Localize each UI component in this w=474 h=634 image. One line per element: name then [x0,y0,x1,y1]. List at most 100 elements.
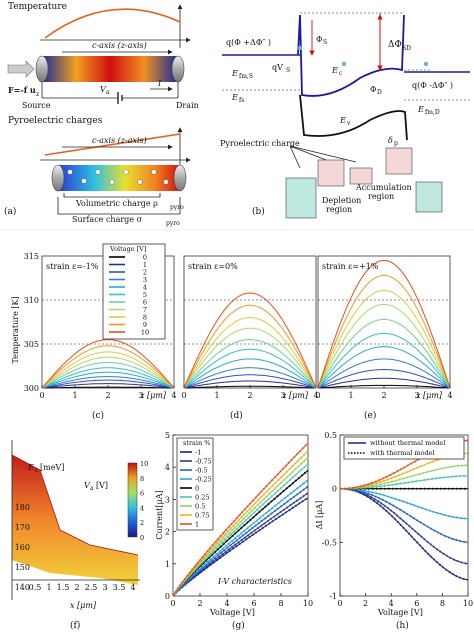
force-label: F=-f u [8,85,36,95]
y-tick-label: 1 [165,560,170,569]
force-arrow [7,60,35,78]
f-ztick: 140 [15,583,30,592]
x-tick-label: 4 [389,599,394,608]
band-ec [297,14,405,97]
temperature-title: Temperature [8,2,67,12]
band-ev [299,94,408,141]
colorbar-tick: 10 [140,460,148,468]
panel-label-a: (a) [4,206,16,217]
g-legend-item: 0.75 [195,511,209,519]
f-ztick: 150 [15,563,30,572]
drain-label: Drain [176,101,199,110]
x-tick-label: 1 [72,391,77,400]
qvs-sub: S [286,67,290,74]
temp-series-4 [183,358,317,389]
depletion-label-2: region [326,205,352,214]
charge-block-2 [349,167,373,185]
g-legend-item: 0.5 [195,502,205,510]
temperature-chart-2: strain ε=+1% 0 1 2 3 4 z [μm] [315,255,453,400]
series-line--0.5 [172,486,309,597]
pyro-rod-end-right [173,164,187,192]
temp-series-6 [41,361,175,389]
legend-item: 1 [143,261,147,269]
accum-label-2: region [368,192,394,201]
y-tick-label: 0 [332,485,337,494]
colorbar-label: V [84,481,91,490]
x-tick-label: 4 [447,391,452,400]
temp-series-6 [183,339,317,389]
energy-surface [12,455,138,585]
g-legend-item: -0.5 [195,466,208,474]
temp-series-3 [183,367,317,389]
temp-series-4 [41,371,175,389]
f-xtick: 0.5 [29,583,42,592]
va-label: V [100,85,107,94]
x-tick-label: 1 [348,391,353,400]
strain-label: strain ε=+1% [322,262,379,271]
z-axis-label: z [μm] [415,391,443,400]
temp-series-7 [183,327,317,389]
rod-end-left [35,55,49,83]
legend-item: 4 [143,283,147,291]
pyro-rod [58,165,180,191]
x-tick-label: 1 [214,391,219,400]
panel-f: 140 150 160 170 180 0.5 1 1.5 2 2.5 3 3.5 4 E c [me… [11,440,148,631]
chart-frame [317,255,451,389]
x-tick-label: 4 [313,391,318,400]
series-dots--0.25 [172,479,309,597]
f-xtick: 4 [130,583,135,592]
colorbar-tick: 2 [140,519,144,527]
f-xtick: 2 [74,583,79,592]
panels-cde: Temperature [K] strain ε=-1%0 1 2 3 43003053… [11,243,453,421]
qvs: qV [272,63,283,72]
legend-item: 8 [143,313,147,321]
temp-series-8 [183,317,317,389]
x-tick-label: 3 [414,391,419,400]
x-tick-label: 2 [105,391,110,400]
g-xlabel: Voltage [V] [209,608,255,617]
temp-series-2 [41,379,175,389]
colorbar-sub: a [90,485,94,492]
current-label: I [157,79,162,88]
g-legend-item: 1 [195,520,199,528]
x-tick-label: 10 [463,599,473,608]
temp-series-10 [183,292,317,389]
panel-label-d: (d) [230,410,243,421]
y-tick-label: 300 [24,384,39,393]
temperature-ylabel: Temperature [K] [11,296,20,363]
panel-b: ΔΦ SD Φ S q(Φ +ΔΦ″ ) qV S E c E fm,S E f… [220,12,470,219]
series-line--0.75 [172,492,309,597]
panel-label-b: (b) [252,206,265,217]
pyro-charge-dots [67,169,169,185]
colorbar [127,462,138,538]
temp-series-1 [183,380,317,389]
ec-label-sub: c [339,70,343,77]
g-legend-item: -1 [195,448,201,456]
strain-label: strain ε=0% [188,262,238,271]
temperature-curve [44,8,181,39]
charge-block-1 [317,159,345,187]
x-tick-label: 10 [303,599,313,608]
legend-item: 9 [143,321,147,329]
surface-label: Surface charge σ [72,215,143,224]
c-axis-label-bottom: c-axis (z-axis) [92,136,147,145]
va-label-sub: a [106,89,110,96]
g-legend-title: strain % [183,439,210,447]
z-axis-label: z [μm] [139,391,167,400]
surface-label-sub: pyro [166,220,180,227]
x-tick-label: 3 [138,391,143,400]
temp-series-9 [317,274,451,389]
colorbar-tick: 4 [140,504,144,512]
series-line-0 [172,469,309,597]
x-tick-label: 2 [381,391,386,400]
legend-item: 2 [143,268,147,276]
efm-d-sub: fm,D [425,109,440,116]
y-tick-label: 0 [165,592,170,601]
x-tick-label: 4 [171,391,176,400]
f-zlabel-sub: c [35,467,39,474]
f-ztick: 180 [15,503,30,512]
nanowire-rod [42,56,178,82]
h-legend [343,436,465,460]
